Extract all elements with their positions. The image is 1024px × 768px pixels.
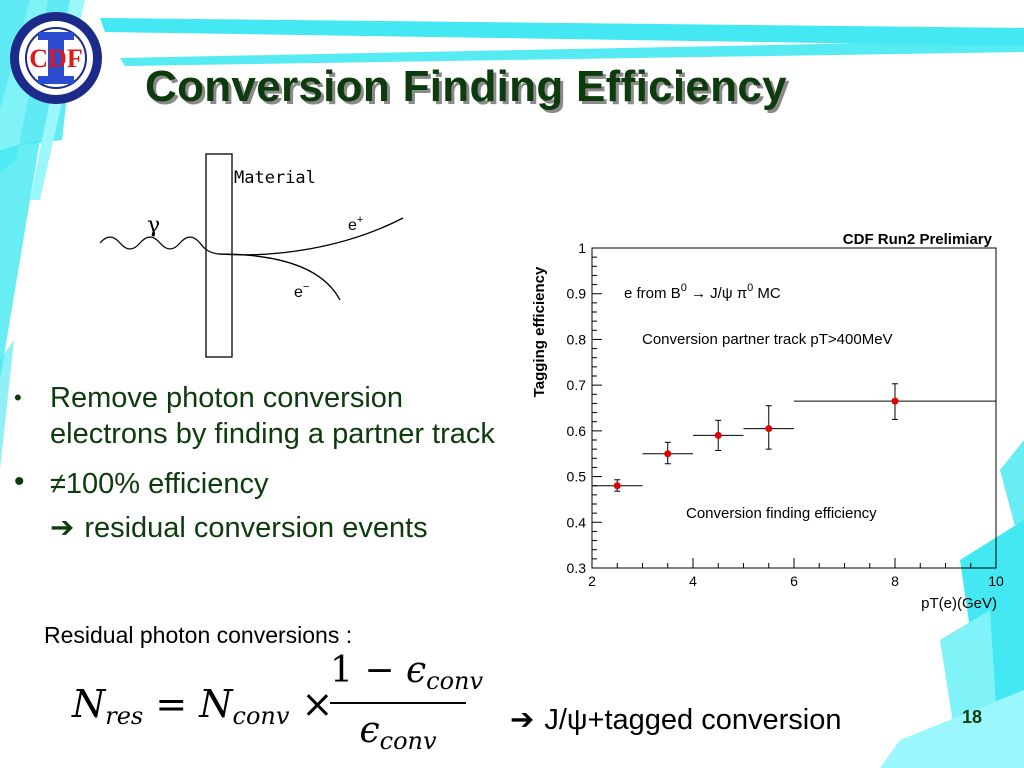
sub-bullet-text: residual conversion events (84, 512, 428, 544)
material-label: Material (234, 168, 316, 188)
conversion-diagram: Material γ e+ e− (99, 153, 404, 358)
y-tick-label: 0.3 (567, 560, 587, 576)
formula-numerator: 1 − ϵconv (330, 650, 484, 695)
chart-annotation-efficiency: Conversion finding efficiency (686, 505, 877, 522)
formula-fraction: 1 − ϵconv ϵconv (330, 650, 484, 755)
positron-track (218, 217, 404, 256)
chart-annotation-cut: Conversion partner track pT>400MeV (642, 331, 893, 348)
data-point (765, 425, 773, 433)
y-axis-label: Tagging efficiency (531, 266, 548, 397)
y-tick-label: 0.9 (567, 286, 587, 302)
logo-text: CDF (29, 44, 82, 73)
data-point (891, 397, 899, 405)
efficiency-chart: 0.3 0.4 0.5 0.6 0.7 0.8 0.9 1 2 4 6 8 10 CDF Run2 Pr… (531, 231, 1004, 612)
y-tick-label: 0.6 (567, 423, 587, 439)
tagged-text: J/ψ+tagged conversion (544, 704, 842, 736)
photon-label: γ (147, 213, 160, 238)
residual-label: Residual photon conversions : (44, 622, 353, 648)
not-equal-symbol: ≠ (50, 468, 66, 500)
formula-lhs: Nres = Nconv × (72, 682, 334, 730)
chart-annotation-decay: e from B0 → J/ψ π0 MC (624, 282, 781, 302)
bullet-dot: • (14, 385, 22, 410)
photon-wave (99, 236, 220, 255)
y-tick-label: 0.8 (567, 331, 587, 347)
x-tick-label: 8 (891, 573, 899, 589)
right-arrow-icon: ➔ (510, 704, 535, 736)
data-point (664, 450, 672, 458)
x-tick-label: 10 (988, 573, 1004, 589)
residual-formula: Nres = Nconv × 1 − ϵconv ϵconv (72, 650, 492, 760)
bullet-dot: • (14, 465, 25, 498)
positron-label: e+ (348, 214, 363, 234)
right-arrow-icon: ➔ (50, 512, 75, 544)
x-tick-label: 4 (689, 573, 697, 589)
sub-bullet: ➔ residual conversion events (14, 508, 514, 548)
data-point (714, 431, 722, 439)
y-tick-label: 0.5 (567, 469, 587, 485)
page-number: 18 (962, 707, 983, 727)
y-tick-label: 1 (578, 240, 586, 256)
y-tick-label: 0.4 (567, 514, 587, 530)
cdf-logo: CDF (10, 12, 102, 104)
chart-title: CDF Run2 Prelimiary (843, 231, 993, 248)
electron-track (218, 253, 341, 301)
material-slab (205, 153, 233, 358)
fraction-bar (330, 702, 466, 704)
x-axis-label: pT(e)(GeV) (921, 595, 997, 612)
formula-denominator: ϵconv (359, 710, 437, 755)
x-tick-label: 2 (588, 573, 596, 589)
tagged-conversion-note: ➔ J/ψ+tagged conversion (510, 702, 841, 737)
y-tick-label: 0.7 (567, 377, 587, 393)
data-point (613, 482, 621, 490)
bullet-item: • ≠100% efficiency (14, 465, 514, 502)
slide-title: Conversion Finding Efficiency (145, 62, 787, 111)
bullet-item: • Remove photon conversion electrons by … (14, 380, 514, 452)
bullet-list: • Remove photon conversion electrons by … (14, 380, 514, 548)
x-tick-label: 6 (790, 573, 798, 589)
bullet-text: 100% efficiency (65, 468, 269, 500)
bullet-text: Remove photon conversion electrons by fi… (50, 382, 495, 450)
electron-label: e− (294, 281, 309, 301)
